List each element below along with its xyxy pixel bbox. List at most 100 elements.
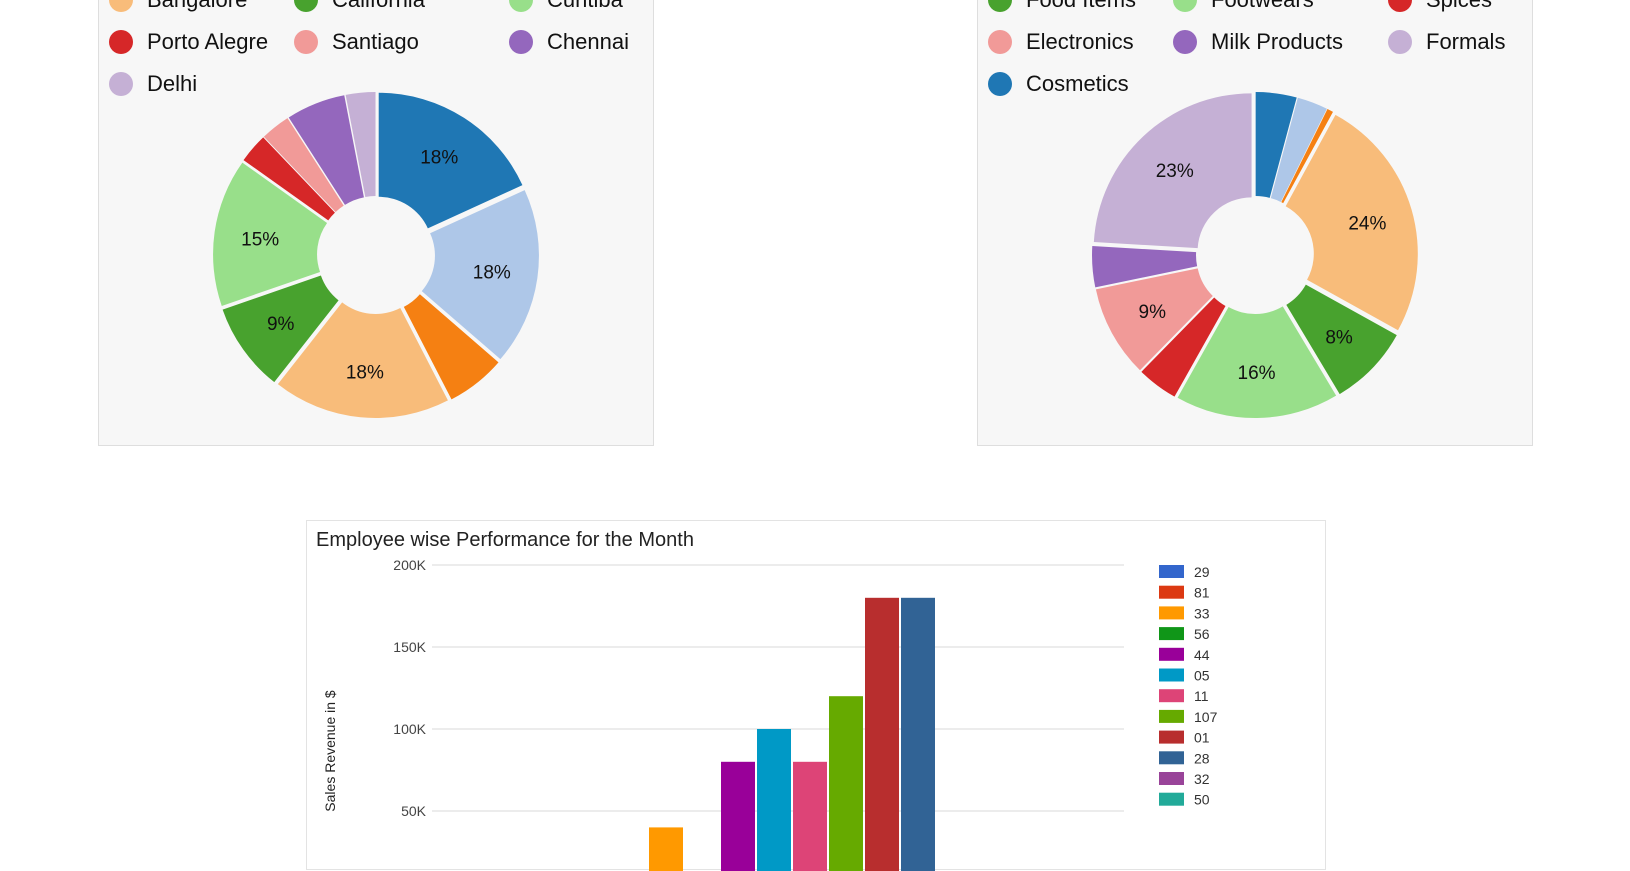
bar-107[interactable] [829, 696, 863, 871]
donut-slice[interactable] [288, 95, 364, 205]
y-tick-label: 150K [393, 639, 426, 655]
donut-slice[interactable] [243, 137, 335, 221]
legend-label[interactable]: 44 [1194, 647, 1210, 663]
slice-percent-label: 18% [420, 148, 458, 169]
slice-percent-label: 8% [1325, 327, 1353, 348]
legend-swatch [1159, 585, 1184, 599]
legend-label: Delhi [147, 71, 198, 96]
legend-item-milk-products[interactable]: Milk Products [1173, 25, 1343, 59]
legend-dot [509, 30, 533, 54]
donut-slice[interactable] [403, 294, 499, 400]
donut-slice[interactable] [277, 302, 448, 418]
legend-swatch [1159, 792, 1184, 806]
bar-chart-panel: Employee wise Performance for the Month … [306, 520, 1326, 871]
legend-item-curitiba[interactable]: Curitiba [509, 0, 623, 17]
legend-item-spices[interactable]: Spices [1388, 0, 1492, 17]
donut-slice[interactable] [1286, 284, 1397, 395]
legend-label: Santiago [332, 29, 419, 54]
legend-dot [109, 0, 133, 12]
slice-percent-label: 9% [267, 314, 295, 335]
donut-slice[interactable] [1270, 97, 1327, 202]
donut-slice[interactable] [1141, 297, 1226, 397]
legend-swatch [1159, 709, 1184, 723]
legend-dot [1388, 0, 1412, 12]
legend-item-porto-alegre[interactable]: Porto Alegre [109, 25, 268, 59]
left-donut-chart: 18% 18% 18% 9% 15% [213, 92, 539, 418]
legend-label: Footwears [1211, 0, 1314, 13]
slice-percent-label: 18% [473, 263, 511, 284]
donut-slice[interactable] [1255, 92, 1297, 198]
donut-slice[interactable] [1093, 93, 1252, 249]
legend-label[interactable]: 05 [1194, 668, 1210, 684]
legend-item-cosmetics[interactable]: Cosmetics [988, 67, 1129, 101]
legend-label: Electronics [1026, 29, 1134, 54]
right-donut-chart: 24% 8% 16% 9% 23% [1092, 92, 1418, 418]
y-tick-label: 100K [393, 721, 426, 737]
bar-33[interactable] [649, 827, 683, 871]
right-donut-panel: Food Items Footwears Spices Electronics … [977, 0, 1533, 446]
legend-label[interactable]: 50 [1194, 792, 1210, 808]
legend-item-electronics[interactable]: Electronics [988, 25, 1134, 59]
legend-swatch [1159, 647, 1184, 661]
bar-01[interactable] [865, 597, 899, 871]
bar-05[interactable] [757, 729, 791, 871]
donut-slice[interactable] [263, 118, 344, 212]
legend-dot [988, 72, 1012, 96]
chart-title: Employee wise Performance for the Month [316, 529, 694, 551]
y-axis-label: Sales Revenue in $ [322, 690, 338, 812]
legend-label: Porto Alegre [147, 29, 269, 54]
legend-swatch [1159, 751, 1184, 765]
legend-label: Chennai [547, 29, 629, 54]
donut-slice[interactable] [1285, 114, 1418, 331]
donut-slice[interactable] [1281, 108, 1333, 204]
legend-swatch [1159, 730, 1184, 744]
slice-percent-label: 24% [1348, 213, 1386, 234]
legend-label[interactable]: 81 [1194, 585, 1210, 601]
legend-item-footwears[interactable]: Footwears [1173, 0, 1314, 17]
legend-label[interactable]: 28 [1194, 750, 1210, 766]
donut-slice[interactable] [222, 275, 339, 383]
donut-slice[interactable] [345, 92, 376, 197]
legend-item-california[interactable]: California [294, 0, 425, 17]
legend-dot [294, 0, 318, 12]
legend-label[interactable]: 33 [1194, 605, 1210, 621]
legend-swatch [1159, 606, 1184, 620]
slice-percent-label: 16% [1238, 363, 1276, 384]
bar-44[interactable] [721, 761, 755, 871]
donut-slice[interactable] [378, 92, 523, 229]
legend-item-bangalore[interactable]: Bangalore [109, 0, 247, 17]
bar-28[interactable] [901, 597, 935, 871]
legend-dot [109, 72, 133, 96]
legend-item-chennai[interactable]: Chennai [509, 25, 629, 59]
slice-percent-label: 15% [241, 229, 279, 250]
donut-slice[interactable] [1095, 268, 1213, 371]
legend-label[interactable]: 29 [1194, 564, 1210, 580]
legend-label[interactable]: 107 [1194, 709, 1218, 725]
donut-slice[interactable] [1177, 306, 1337, 418]
legend-label[interactable]: 56 [1194, 626, 1210, 642]
slice-percent-label: 18% [346, 362, 384, 383]
legend-item-formals[interactable]: Formals [1388, 25, 1505, 59]
y-tick-label: 50K [401, 803, 427, 819]
legend-label: Spices [1426, 0, 1492, 13]
legend-label: California [332, 0, 425, 13]
legend-label: Food Items [1026, 0, 1136, 13]
legend-label: Milk Products [1211, 29, 1344, 54]
slice-percent-label: 9% [1139, 302, 1167, 323]
donut-slice[interactable] [421, 190, 539, 360]
legend-label[interactable]: 11 [1194, 688, 1209, 704]
bar-11[interactable] [793, 761, 827, 871]
legend-swatch [1159, 565, 1184, 578]
donut-slice[interactable] [1092, 246, 1198, 288]
legend-label[interactable]: 01 [1194, 730, 1210, 746]
legend-label[interactable]: 32 [1194, 771, 1210, 787]
legend-dot [509, 0, 533, 12]
donut-slice[interactable] [213, 162, 328, 306]
legend-swatch [1159, 668, 1184, 682]
legend-dot [1173, 30, 1197, 54]
legend-item-delhi[interactable]: Delhi [109, 67, 197, 101]
legend-label: Curitiba [547, 0, 623, 13]
legend-item-santiago[interactable]: Santiago [294, 25, 419, 59]
legend-swatch [1159, 772, 1184, 785]
legend-item-food-items[interactable]: Food Items [988, 0, 1136, 17]
